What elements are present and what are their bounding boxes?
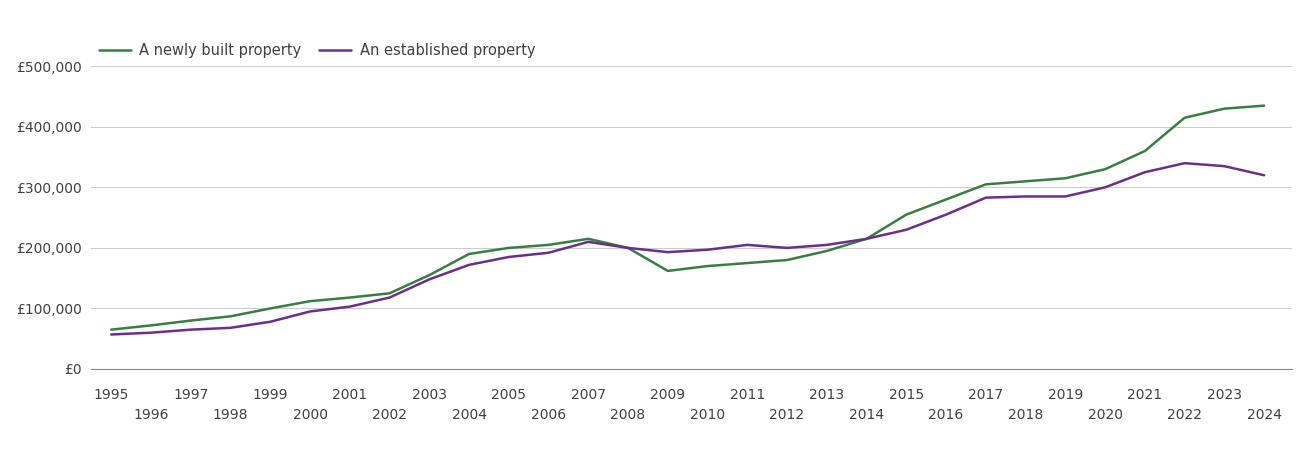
An established property xyxy=(699,247,715,252)
A newly built property xyxy=(699,263,715,269)
An established property xyxy=(779,245,795,251)
Text: 2002: 2002 xyxy=(372,408,407,422)
A newly built property xyxy=(977,182,993,187)
Text: 1995: 1995 xyxy=(94,388,129,402)
Legend: A newly built property, An established property: A newly built property, An established p… xyxy=(99,43,535,58)
An established property xyxy=(422,277,437,282)
An established property xyxy=(303,309,318,314)
A newly built property xyxy=(899,212,915,217)
A newly built property xyxy=(1177,115,1193,121)
Text: 2018: 2018 xyxy=(1007,408,1043,422)
A newly built property xyxy=(1137,148,1152,154)
A newly built property xyxy=(381,291,397,296)
Line: An established property: An established property xyxy=(111,163,1265,334)
An established property xyxy=(859,236,874,242)
Text: 2013: 2013 xyxy=(809,388,844,402)
A newly built property xyxy=(1057,176,1073,181)
A newly built property xyxy=(461,251,476,256)
Text: 2001: 2001 xyxy=(333,388,367,402)
An established property xyxy=(740,242,756,248)
An established property xyxy=(1177,161,1193,166)
Text: 2005: 2005 xyxy=(491,388,526,402)
Text: 1996: 1996 xyxy=(133,408,168,422)
An established property xyxy=(381,295,397,300)
An established property xyxy=(977,195,993,200)
A newly built property xyxy=(501,245,517,251)
Text: 2010: 2010 xyxy=(690,408,726,422)
An established property xyxy=(1137,170,1152,175)
A newly built property xyxy=(581,236,596,242)
Line: A newly built property: A newly built property xyxy=(111,106,1265,330)
A newly built property xyxy=(820,248,835,254)
A newly built property xyxy=(262,306,278,311)
A newly built property xyxy=(1018,179,1034,184)
Text: 2011: 2011 xyxy=(729,388,765,402)
A newly built property xyxy=(540,242,556,248)
A newly built property xyxy=(422,272,437,278)
A newly built property xyxy=(342,295,358,300)
Text: 2003: 2003 xyxy=(412,388,446,402)
Text: 2019: 2019 xyxy=(1048,388,1083,402)
Text: 2015: 2015 xyxy=(889,388,924,402)
Text: 2022: 2022 xyxy=(1167,408,1202,422)
Text: 2016: 2016 xyxy=(928,408,963,422)
A newly built property xyxy=(938,197,954,202)
A newly built property xyxy=(303,298,318,304)
An established property xyxy=(540,250,556,256)
An established property xyxy=(501,254,517,260)
Text: 2007: 2007 xyxy=(570,388,606,402)
A newly built property xyxy=(223,314,239,319)
An established property xyxy=(1257,172,1272,178)
An established property xyxy=(183,327,198,333)
An established property xyxy=(144,330,159,335)
An established property xyxy=(660,249,676,255)
Text: 2008: 2008 xyxy=(611,408,646,422)
An established property xyxy=(262,319,278,324)
An established property xyxy=(899,227,915,233)
An established property xyxy=(620,245,636,251)
A newly built property xyxy=(740,261,756,266)
Text: 1998: 1998 xyxy=(213,408,248,422)
Text: 2012: 2012 xyxy=(770,408,805,422)
A newly built property xyxy=(660,268,676,274)
A newly built property xyxy=(1098,166,1113,172)
An established property xyxy=(1057,194,1073,199)
Text: 2009: 2009 xyxy=(650,388,685,402)
An established property xyxy=(938,212,954,217)
Text: 2004: 2004 xyxy=(452,408,487,422)
An established property xyxy=(461,262,476,268)
An established property xyxy=(581,239,596,244)
An established property xyxy=(820,242,835,248)
An established property xyxy=(342,304,358,309)
An established property xyxy=(1098,184,1113,190)
A newly built property xyxy=(183,318,198,323)
An established property xyxy=(223,325,239,331)
A newly built property xyxy=(1257,103,1272,108)
A newly built property xyxy=(103,327,119,333)
A newly built property xyxy=(1216,106,1232,111)
Text: 2017: 2017 xyxy=(968,388,1004,402)
Text: 2024: 2024 xyxy=(1246,408,1282,422)
Text: 2021: 2021 xyxy=(1128,388,1163,402)
Text: 2020: 2020 xyxy=(1087,408,1122,422)
A newly built property xyxy=(620,245,636,251)
An established property xyxy=(1216,163,1232,169)
A newly built property xyxy=(859,236,874,242)
Text: 1997: 1997 xyxy=(174,388,209,402)
Text: 1999: 1999 xyxy=(252,388,288,402)
A newly built property xyxy=(144,323,159,328)
Text: 2000: 2000 xyxy=(292,408,328,422)
Text: 2006: 2006 xyxy=(531,408,566,422)
An established property xyxy=(103,332,119,337)
Text: 2023: 2023 xyxy=(1207,388,1242,402)
A newly built property xyxy=(779,257,795,263)
Text: 2014: 2014 xyxy=(850,408,883,422)
An established property xyxy=(1018,194,1034,199)
